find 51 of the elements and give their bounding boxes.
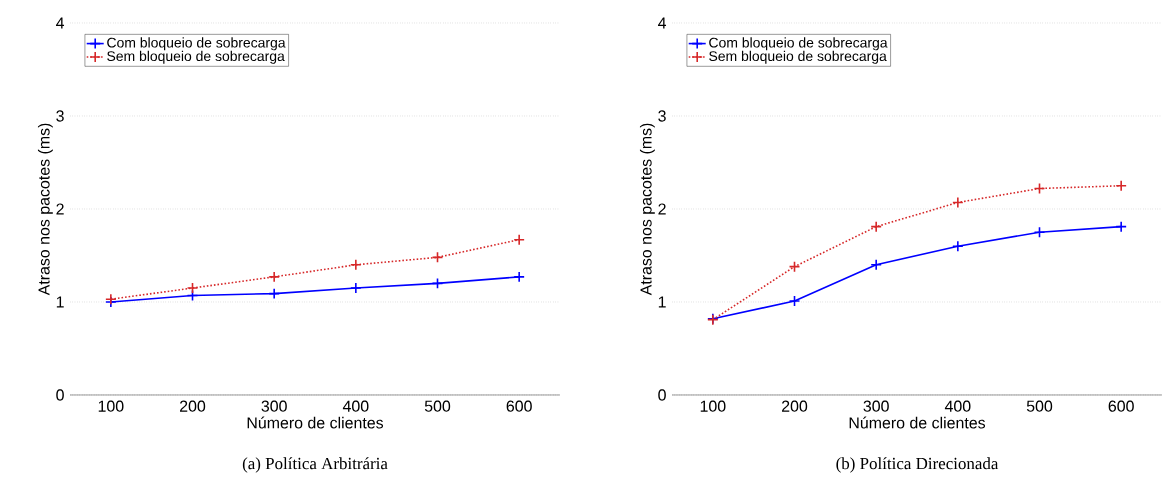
point (1115, 179, 1127, 192)
x-tick-label: 600 (1108, 400, 1134, 412)
y-axis-title: Atraso nos pacotes (ms) (639, 123, 655, 296)
x-tick-label: 400 (342, 400, 369, 412)
x-tick-label: 200 (180, 400, 206, 412)
point (350, 259, 362, 271)
x-tick-label: 300 (261, 400, 287, 412)
y-tick-label: 3 (658, 110, 666, 122)
y-tick-label: 4 (55, 17, 65, 29)
x-axis-title: Número de clientes (849, 416, 986, 429)
y-tick-label: 2 (658, 203, 666, 215)
y-tick-label: 4 (657, 17, 667, 29)
point (268, 287, 280, 300)
legend-label: Com bloqueio de sobrecarga (107, 37, 286, 51)
legend-label: Sem bloqueio de sobrecarga (107, 50, 285, 64)
x-tick-label: 600 (506, 400, 532, 412)
y-tick-label: 1 (56, 296, 64, 308)
text: (b) Política Direcionada (836, 457, 999, 473)
text: (a) Política Arbitrária (242, 457, 388, 473)
point (268, 271, 280, 283)
point (513, 271, 525, 283)
x-tick-label: 100 (700, 400, 726, 412)
point (952, 240, 964, 252)
legend-label: Sem bloqueio de sobrecarga (709, 50, 887, 64)
point (788, 295, 801, 307)
x-tick-label: 500 (424, 400, 451, 412)
x-tick-label: 400 (944, 400, 971, 412)
point (952, 196, 964, 209)
point (186, 282, 199, 294)
x-tick-label: 300 (863, 400, 889, 412)
y-tick-label: 0 (658, 389, 666, 401)
point (1033, 226, 1046, 239)
point (788, 260, 801, 273)
x-tick-label: 500 (1026, 400, 1053, 412)
y-axis-title: Atraso nos pacotes (ms) (37, 123, 53, 296)
legend-label: Com bloqueio de sobrecarga (709, 37, 888, 51)
point (870, 259, 882, 271)
y-tick-label: 1 (658, 296, 666, 308)
point (513, 233, 525, 246)
y-tick-label: 2 (56, 203, 64, 215)
x-tick-label: 100 (98, 400, 124, 412)
point (350, 282, 362, 294)
point (431, 251, 444, 264)
point (431, 277, 444, 290)
x-tick-label: 200 (782, 400, 808, 412)
point (1115, 220, 1127, 233)
x-axis-title: Número de clientes (247, 416, 384, 429)
point (870, 220, 882, 233)
y-tick-label: 3 (56, 110, 64, 122)
y-tick-label: 0 (56, 389, 64, 401)
point (1033, 182, 1046, 195)
